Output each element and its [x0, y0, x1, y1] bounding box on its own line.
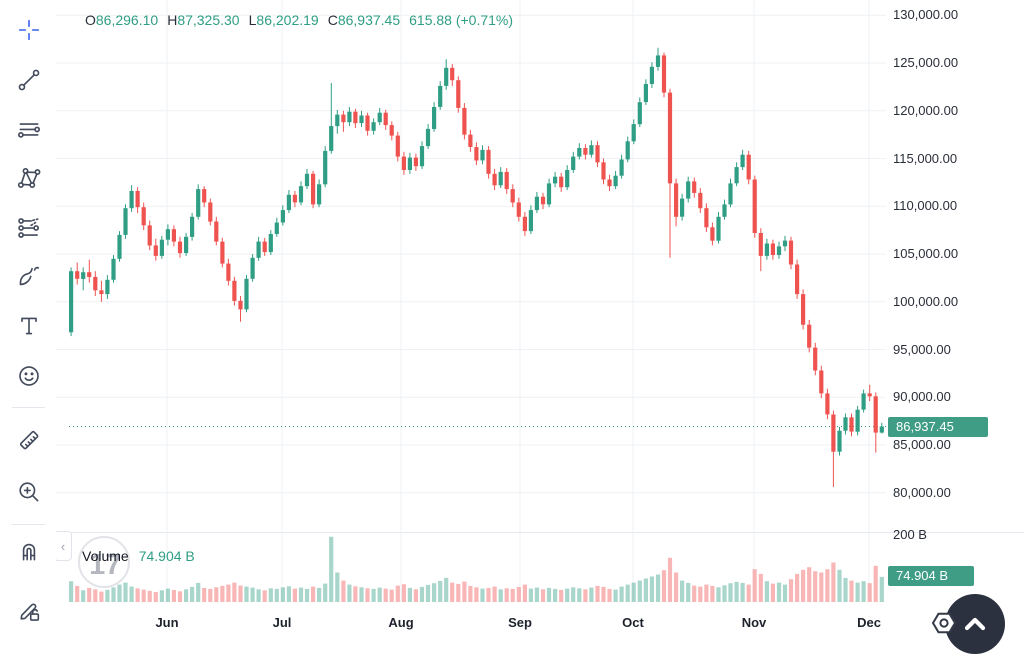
gridlines: [56, 0, 886, 602]
price-axis-label: 90,000.00: [893, 389, 951, 404]
price-axis-label: 130,000.00: [893, 7, 959, 22]
magnet-icon: [22, 543, 36, 561]
settings-button[interactable]: [929, 608, 959, 643]
volume-title: Volume: [82, 548, 129, 564]
time-axis-label: Jun: [155, 615, 179, 630]
forecast-icon: [18, 218, 40, 238]
legend-ohlc-value: 87,325.30: [177, 12, 240, 28]
pane-collapse-button[interactable]: ‹: [54, 531, 72, 561]
ruler-icon: [19, 430, 39, 450]
brush-tool-button[interactable]: [11, 258, 47, 294]
pencil-lock-icon: [20, 603, 40, 621]
legend-ohlc-value: 86,937.45: [337, 12, 401, 28]
chevron-left-icon: ‹: [60, 538, 66, 554]
price-axis-label: 110,000.00: [893, 198, 958, 213]
magnet-tool-button[interactable]: [11, 533, 47, 569]
time-axis-label: Sep: [508, 615, 532, 630]
time-axis-label: Aug: [388, 615, 414, 630]
legend-ohlc-label: H: [167, 12, 178, 28]
price-axis-label: 80,000.00: [893, 485, 951, 500]
crosshair-icon: [18, 19, 40, 41]
xabcd-pattern-tool-button[interactable]: [11, 160, 47, 196]
symbol-watermark: 17: [78, 536, 130, 588]
time-axis-label: Jul: [272, 615, 292, 630]
price-axis[interactable]: 130,000.00 125,000.00 120,000.00 115,000.00…: [886, 0, 1024, 664]
settings-hexagon-icon: [931, 612, 957, 634]
volume-legend[interactable]: Volume 74.904 B: [82, 548, 195, 564]
drawing-toolbar: [0, 0, 56, 664]
chevron-up-icon: [964, 617, 986, 631]
legend-ohlc-value: 86,296.10: [95, 12, 159, 28]
price-axis-label: 100,000.00: [893, 294, 959, 309]
current-volume-badge: 74.904 B: [888, 566, 974, 586]
price-axis-label: 125,000.00: [893, 55, 959, 70]
price-axis-label: 105,000.00: [893, 246, 959, 261]
trend-line-tool-button[interactable]: [11, 62, 47, 98]
candles: [69, 47, 884, 487]
forecast-tool-button[interactable]: [11, 210, 47, 246]
pane-separator: [56, 532, 1024, 533]
volume-bars: [69, 536, 884, 602]
crosshair-tool-button[interactable]: [11, 12, 47, 48]
fib-retracement-icon: [18, 123, 40, 138]
time-axis-label: Oct: [622, 615, 644, 630]
legend-ohlc-label: O: [85, 12, 96, 28]
time-axis-label: Nov: [741, 615, 767, 630]
current-price-badge: 86,937.45: [888, 417, 988, 437]
legend-ohlc-label: C: [327, 12, 338, 28]
legend-ohlc-value: 86,202.19: [256, 12, 319, 28]
xabcd-pattern-icon: [17, 167, 41, 189]
zoom-in-tool-button[interactable]: [11, 474, 47, 510]
legend-ohlc-label: L: [248, 12, 257, 28]
legend-change: 615.88 (+0.71%): [409, 12, 514, 28]
emoji-icon: [19, 366, 39, 386]
zoom-in-icon: [19, 482, 39, 502]
toolbar-divider: [12, 524, 45, 525]
ohlc-legend: O86,296.10 H87,325.30 L86,202.19 C86,937.45…: [85, 12, 513, 28]
toolbar-divider: [12, 407, 45, 408]
time-axis-label: Dec: [857, 615, 881, 630]
measure-ruler-tool-button[interactable]: [11, 422, 47, 458]
price-axis-label: 115,000.00: [893, 151, 958, 166]
fib-retracement-tool-button[interactable]: [11, 112, 47, 148]
price-axis-label: 95,000.00: [893, 342, 951, 357]
brush-icon: [19, 266, 40, 286]
time-axis[interactable]: Jun Jul Aug Sep Oct Nov Dec: [0, 608, 1024, 640]
drawing-lock-tool-button[interactable]: [11, 593, 47, 629]
price-axis-label: 120,000.00: [893, 103, 959, 118]
trend-line-icon: [18, 69, 40, 91]
volume-value: 74.904 B: [138, 548, 195, 564]
text-icon: [21, 317, 37, 335]
price-axis-label: 85,000.00: [893, 437, 951, 452]
volume-axis-label: 200 B: [893, 527, 927, 542]
text-tool-button[interactable]: [11, 308, 47, 344]
candlestick-chart[interactable]: [56, 0, 886, 602]
emoji-tool-button[interactable]: [11, 358, 47, 394]
